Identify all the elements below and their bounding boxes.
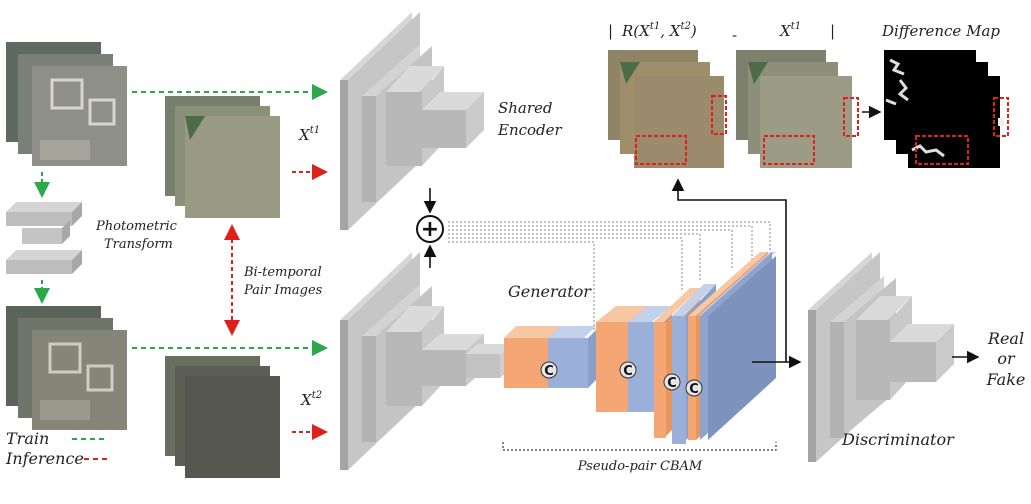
concat-node-4 [685,379,703,397]
bar-left: | [608,22,613,40]
xt1-image-stack [165,96,280,218]
xt1-top-label: Xt1 [779,21,801,40]
sum-node [416,215,444,243]
shared-encoder-bottom [340,252,512,470]
minus-label: - [732,26,737,44]
xt1-top-image-stack [736,50,859,168]
bar-right: | [830,22,835,40]
sum-node-symbol: + [421,217,439,242]
concat-label-3: C [667,376,677,391]
xt2-label: Xt2 [300,390,322,409]
concat-label-2: C [623,364,633,379]
shared-encoder-label-2: Encoder [497,121,563,139]
input-image-stack-bottom [6,306,127,430]
photometric-label-1: Photometric [95,219,178,234]
discriminator-label: Discriminator [841,430,955,449]
generator [504,252,776,444]
xt1-label: Xt1 [298,125,320,144]
reconstructed-image-stack [608,50,727,168]
pseudo-pair-bracket [502,442,777,451]
concat-label-4: C [689,382,699,397]
skip-connections [448,221,771,330]
generator-label: Generator [508,282,592,301]
concat-node-2 [619,361,637,379]
concat-label-1: C [544,364,554,379]
shared-encoder-label-1: Shared [498,99,553,117]
pseudo-pair-label: Pseudo-pair CBAM [577,459,703,474]
discriminator [808,252,954,462]
or-label: or [997,349,1016,368]
xt2-image-stack [165,356,280,478]
input-image-stack-top [6,42,127,166]
bitemporal-label-2: Pair Images [243,283,323,298]
difference-map-label: Difference Map [881,22,1000,40]
shared-encoder-top [340,12,484,230]
legend-inference-label: Inference [5,449,84,468]
legend-train-label: Train [6,429,49,448]
concat-nodes: C C C C [540,361,703,397]
photometric-transform-block [6,202,82,274]
bitemporal-label-1: Bi-temporal [243,265,322,280]
r-expression-label: R(Xt1, Xt2) [621,21,697,40]
real-label: Real [987,329,1024,348]
output-to-difference-arrow [671,178,787,362]
concat-node-1 [540,361,558,379]
photometric-label-2: Transform [104,237,173,252]
concat-node-3 [663,373,681,391]
difference-map-stack [884,50,1009,168]
fake-label: Fake [986,370,1026,389]
